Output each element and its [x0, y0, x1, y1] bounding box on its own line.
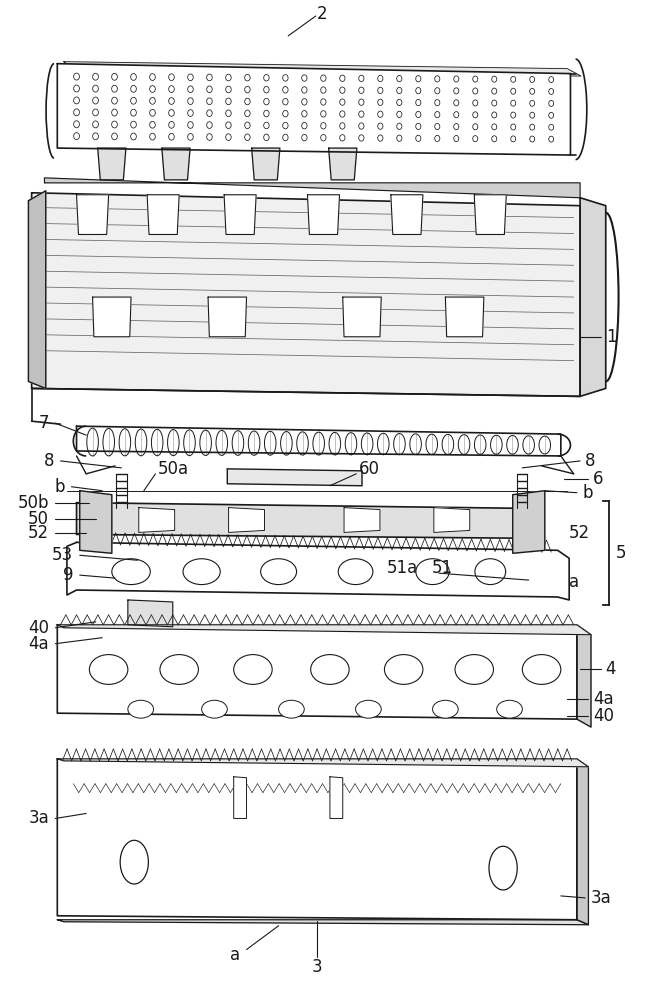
Text: 9: 9: [63, 566, 73, 584]
Polygon shape: [98, 148, 126, 180]
Polygon shape: [76, 503, 542, 538]
Polygon shape: [58, 920, 588, 925]
Polygon shape: [208, 297, 247, 337]
Text: b: b: [54, 478, 65, 496]
Polygon shape: [343, 297, 381, 337]
Polygon shape: [32, 193, 580, 396]
Polygon shape: [45, 178, 580, 198]
Ellipse shape: [416, 559, 449, 585]
Text: a: a: [230, 946, 240, 964]
Text: 40: 40: [28, 619, 49, 637]
Ellipse shape: [234, 655, 272, 684]
Ellipse shape: [160, 655, 199, 684]
Polygon shape: [58, 759, 588, 767]
Polygon shape: [512, 491, 545, 553]
Ellipse shape: [455, 655, 494, 684]
Polygon shape: [577, 625, 591, 727]
Ellipse shape: [475, 559, 506, 585]
Polygon shape: [224, 195, 256, 234]
Polygon shape: [128, 600, 173, 627]
Text: b: b: [582, 484, 593, 502]
Polygon shape: [252, 148, 280, 180]
Polygon shape: [344, 508, 380, 532]
Text: 50: 50: [28, 510, 49, 528]
Text: 4a: 4a: [593, 690, 613, 708]
Circle shape: [489, 846, 517, 890]
Polygon shape: [577, 759, 588, 925]
Polygon shape: [445, 297, 484, 337]
Ellipse shape: [311, 655, 349, 684]
Polygon shape: [227, 469, 362, 486]
Polygon shape: [76, 195, 109, 234]
Ellipse shape: [356, 700, 381, 718]
Polygon shape: [80, 491, 112, 553]
Ellipse shape: [497, 700, 522, 718]
Polygon shape: [58, 64, 571, 155]
Polygon shape: [307, 195, 340, 234]
Polygon shape: [76, 426, 561, 456]
Polygon shape: [330, 777, 343, 818]
Text: 7: 7: [38, 414, 49, 432]
Polygon shape: [58, 759, 577, 920]
Polygon shape: [434, 508, 470, 532]
Ellipse shape: [202, 700, 227, 718]
Polygon shape: [58, 625, 591, 635]
Text: 1: 1: [606, 328, 617, 346]
Text: 50b: 50b: [17, 494, 49, 512]
Text: 52: 52: [28, 524, 49, 542]
Polygon shape: [58, 625, 577, 719]
Text: 4: 4: [606, 660, 616, 678]
Polygon shape: [67, 542, 569, 600]
Polygon shape: [228, 508, 265, 532]
Text: 5: 5: [615, 544, 626, 562]
Polygon shape: [162, 148, 190, 180]
Ellipse shape: [522, 655, 561, 684]
Polygon shape: [391, 195, 423, 234]
Polygon shape: [474, 195, 507, 234]
Text: a: a: [569, 573, 578, 591]
Ellipse shape: [433, 700, 458, 718]
Text: 52: 52: [569, 524, 589, 542]
Text: 51: 51: [432, 559, 452, 577]
Text: 8: 8: [585, 452, 596, 470]
Ellipse shape: [261, 559, 296, 585]
Polygon shape: [28, 191, 46, 388]
Circle shape: [120, 840, 148, 884]
Polygon shape: [138, 508, 175, 532]
Ellipse shape: [112, 559, 150, 585]
Polygon shape: [93, 297, 131, 337]
Text: 40: 40: [593, 707, 614, 725]
Ellipse shape: [89, 655, 128, 684]
Polygon shape: [63, 62, 581, 76]
Ellipse shape: [128, 700, 153, 718]
Text: 53: 53: [52, 546, 73, 564]
Text: 50a: 50a: [158, 460, 189, 478]
Text: 2: 2: [316, 5, 327, 23]
Text: 8: 8: [43, 452, 54, 470]
Ellipse shape: [338, 559, 373, 585]
Text: 60: 60: [359, 460, 380, 478]
Text: 6: 6: [593, 470, 604, 488]
Text: 3a: 3a: [28, 809, 49, 827]
Text: 4a: 4a: [28, 635, 49, 653]
Ellipse shape: [384, 655, 423, 684]
Polygon shape: [329, 148, 357, 180]
Polygon shape: [234, 777, 247, 818]
Polygon shape: [147, 195, 179, 234]
Ellipse shape: [183, 559, 220, 585]
Ellipse shape: [279, 700, 304, 718]
Text: 3a: 3a: [590, 889, 611, 907]
Text: 51a: 51a: [386, 559, 417, 577]
Polygon shape: [580, 198, 606, 396]
Text: 3: 3: [312, 958, 322, 976]
